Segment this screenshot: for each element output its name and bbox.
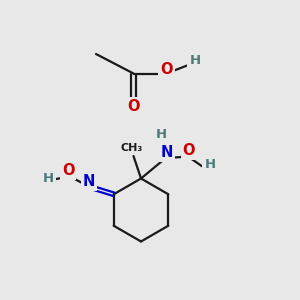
Text: H: H (43, 172, 54, 184)
Text: H: H (189, 54, 201, 67)
Text: N: N (83, 174, 95, 189)
Text: CH₃: CH₃ (121, 142, 143, 153)
Text: H: H (204, 158, 216, 172)
Text: N: N (160, 145, 173, 160)
Text: O: O (183, 143, 195, 158)
Text: O: O (160, 61, 173, 76)
Text: O: O (62, 163, 74, 178)
Text: H: H (156, 128, 167, 141)
Text: O: O (127, 99, 140, 114)
